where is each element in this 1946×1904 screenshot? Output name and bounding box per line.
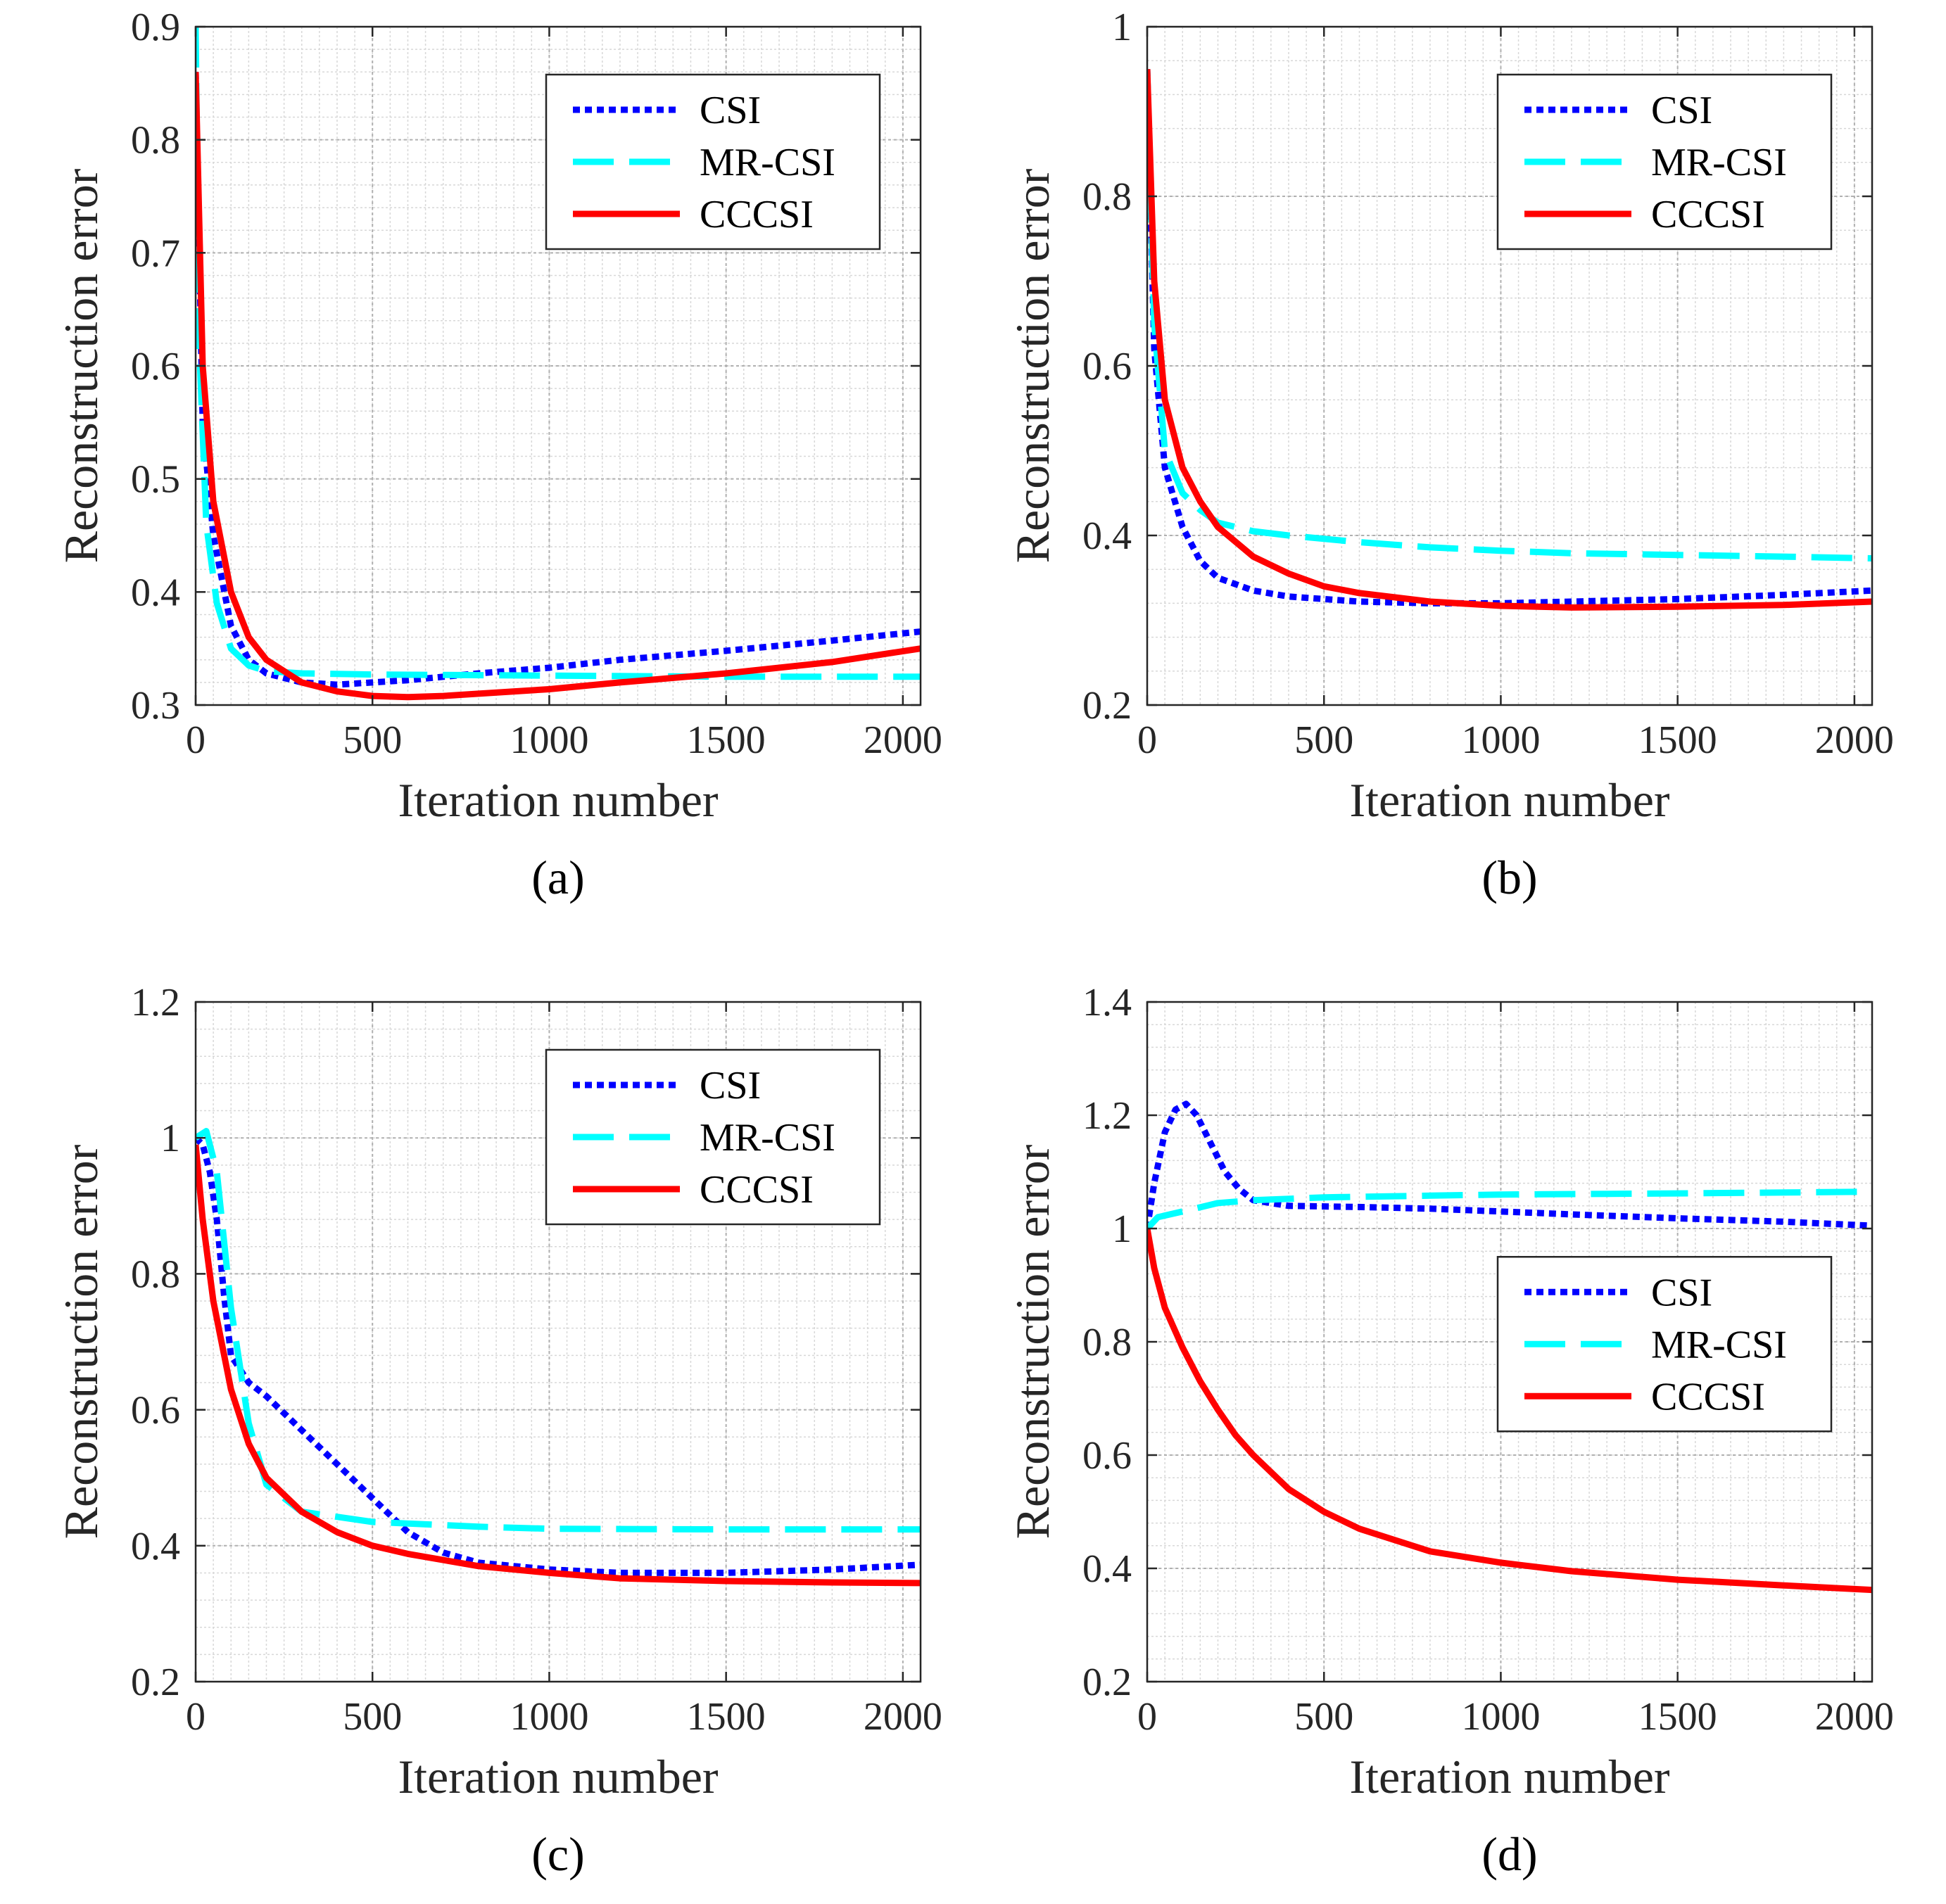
x-axis-label: Iteration number: [1349, 1750, 1669, 1803]
y-tick-label: 0.8: [131, 1252, 180, 1296]
legend: CSI MR-CSI CCCSI: [1496, 73, 1833, 250]
y-tick-label: 0.3: [131, 684, 180, 728]
y-tick-label: 0.8: [1082, 1321, 1132, 1364]
legend-label-cccsi: CCCSI: [700, 1168, 814, 1212]
series-line-csi: [1147, 1100, 1872, 1229]
legend-label-cccsi: CCCSI: [1651, 1375, 1765, 1419]
y-axis-label: Reconstruction error: [1006, 1144, 1059, 1539]
x-tick-label: 2000: [1815, 718, 1894, 762]
x-tick-label: 1000: [1461, 718, 1540, 762]
series-line-csi: [1147, 69, 1872, 607]
x-tick-label: 0: [1137, 718, 1157, 762]
panel-caption: (d): [1481, 1827, 1537, 1881]
series-line-csi: [196, 1135, 921, 1576]
x-tick-label: 2000: [864, 1695, 942, 1739]
axes-box: [194, 1001, 922, 1683]
y-tick-label: 0.4: [131, 1525, 180, 1568]
chart-panel-2: 0 500 1000 1500 2000 0.2 0.4 0.6 0.8 1 Iteration n…: [1006, 6, 1894, 904]
y-tick-label: 1: [160, 1117, 180, 1160]
y-axis-label: Reconstruction error: [54, 1144, 108, 1539]
panel-caption: (b): [1481, 851, 1537, 904]
legend-label-mr-csi: MR-CSI: [1651, 141, 1787, 184]
y-tick-label: 0.2: [1082, 684, 1132, 728]
y-tick-label: 0.6: [1082, 345, 1132, 388]
y-tick-label: 1.2: [131, 981, 180, 1024]
series-line-cccsi: [196, 1144, 921, 1587]
x-tick-label: 500: [1294, 718, 1353, 762]
y-tick-label: 0.4: [1082, 1547, 1132, 1591]
x-tick-label: 500: [343, 1695, 402, 1739]
legend-label-cccsi: CCCSI: [700, 193, 814, 236]
y-tick-label: 1.4: [1082, 981, 1132, 1024]
y-axis-label: Reconstruction error: [54, 168, 108, 563]
series-line-mr-csi: [1147, 69, 1872, 561]
x-tick-label: 0: [1137, 1695, 1157, 1739]
y-tick-label: 0.4: [131, 571, 180, 614]
legend-label-csi: CSI: [1651, 89, 1712, 132]
y-tick-label: 0.5: [131, 458, 180, 502]
y-tick-label: 0.6: [131, 345, 180, 388]
legend: CSI MR-CSI CCCSI: [1496, 1256, 1833, 1433]
y-tick-label: 0.8: [1082, 175, 1132, 219]
y-tick-label: 1.2: [1082, 1094, 1132, 1138]
panel-caption: (c): [531, 1827, 584, 1881]
series-line-cccsi: [1147, 1228, 1872, 1594]
x-tick-label: 2000: [864, 718, 942, 762]
x-tick-label: 1000: [510, 1695, 588, 1739]
legend-label-mr-csi: MR-CSI: [700, 1116, 835, 1160]
x-tick-label: 1000: [1461, 1695, 1540, 1739]
x-tick-label: 0: [186, 1695, 206, 1739]
y-tick-label: 0.4: [1082, 514, 1132, 558]
y-tick-label: 0.2: [131, 1661, 180, 1704]
y-tick-label: 1: [1112, 1207, 1132, 1251]
legend-label-mr-csi: MR-CSI: [1651, 1323, 1787, 1366]
y-tick-label: 0.2: [1082, 1661, 1132, 1704]
y-axis-label: Reconstruction error: [1006, 168, 1059, 563]
x-tick-label: 500: [343, 718, 402, 762]
legend: CSI MR-CSI CCCSI: [545, 73, 881, 250]
x-tick-label: 2000: [1815, 1695, 1894, 1739]
x-axis-label: Iteration number: [398, 1750, 718, 1803]
legend-label-mr-csi: MR-CSI: [700, 141, 835, 184]
series-line-cccsi: [1147, 69, 1872, 611]
series-line-csi: [196, 72, 921, 688]
x-tick-label: 1500: [1638, 1695, 1717, 1739]
y-tick-label: 0.7: [131, 231, 180, 275]
legend: CSI MR-CSI CCCSI: [545, 1048, 881, 1226]
chart-panel-3: 0 500 1000 1500 2000 0.2 0.4 0.6 0.8 1 1.2 Iteratio…: [54, 981, 942, 1881]
legend-label-csi: CSI: [700, 89, 761, 132]
y-tick-label: 0.6: [131, 1389, 180, 1433]
x-tick-label: 1500: [687, 1695, 766, 1739]
series-line-mr-csi: [1147, 1188, 1872, 1231]
series-group: [196, 1128, 921, 1587]
x-tick-label: 1500: [1638, 718, 1717, 762]
y-tick-label: 0.6: [1082, 1434, 1132, 1478]
legend-label-csi: CSI: [700, 1064, 761, 1108]
x-axis-label: Iteration number: [1349, 773, 1669, 827]
y-tick-label: 0.8: [131, 119, 180, 163]
chart-panel-1: 0 500 1000 1500 2000 0.3 0.4 0.5 0.6 0.7 0.8 0.9 Ite…: [54, 6, 942, 904]
chart-panel-4: 0 500 1000 1500 2000 0.2 0.4 0.6 0.8 1 1.2 1.4 Itera…: [1006, 981, 1894, 1881]
legend-label-csi: CSI: [1651, 1271, 1712, 1314]
x-tick-label: 0: [186, 718, 206, 762]
x-axis-label: Iteration number: [398, 773, 718, 827]
series-group: [1147, 69, 1872, 611]
legend-label-cccsi: CCCSI: [1651, 193, 1765, 236]
y-tick-label: 1: [1112, 6, 1132, 49]
x-tick-label: 1000: [510, 718, 588, 762]
x-tick-label: 500: [1294, 1695, 1353, 1739]
y-tick-label: 0.9: [131, 6, 180, 49]
series-line-mr-csi: [196, 27, 921, 680]
panel-caption: (a): [531, 851, 584, 904]
series-group: [1147, 1100, 1872, 1594]
x-tick-label: 1500: [687, 718, 766, 762]
